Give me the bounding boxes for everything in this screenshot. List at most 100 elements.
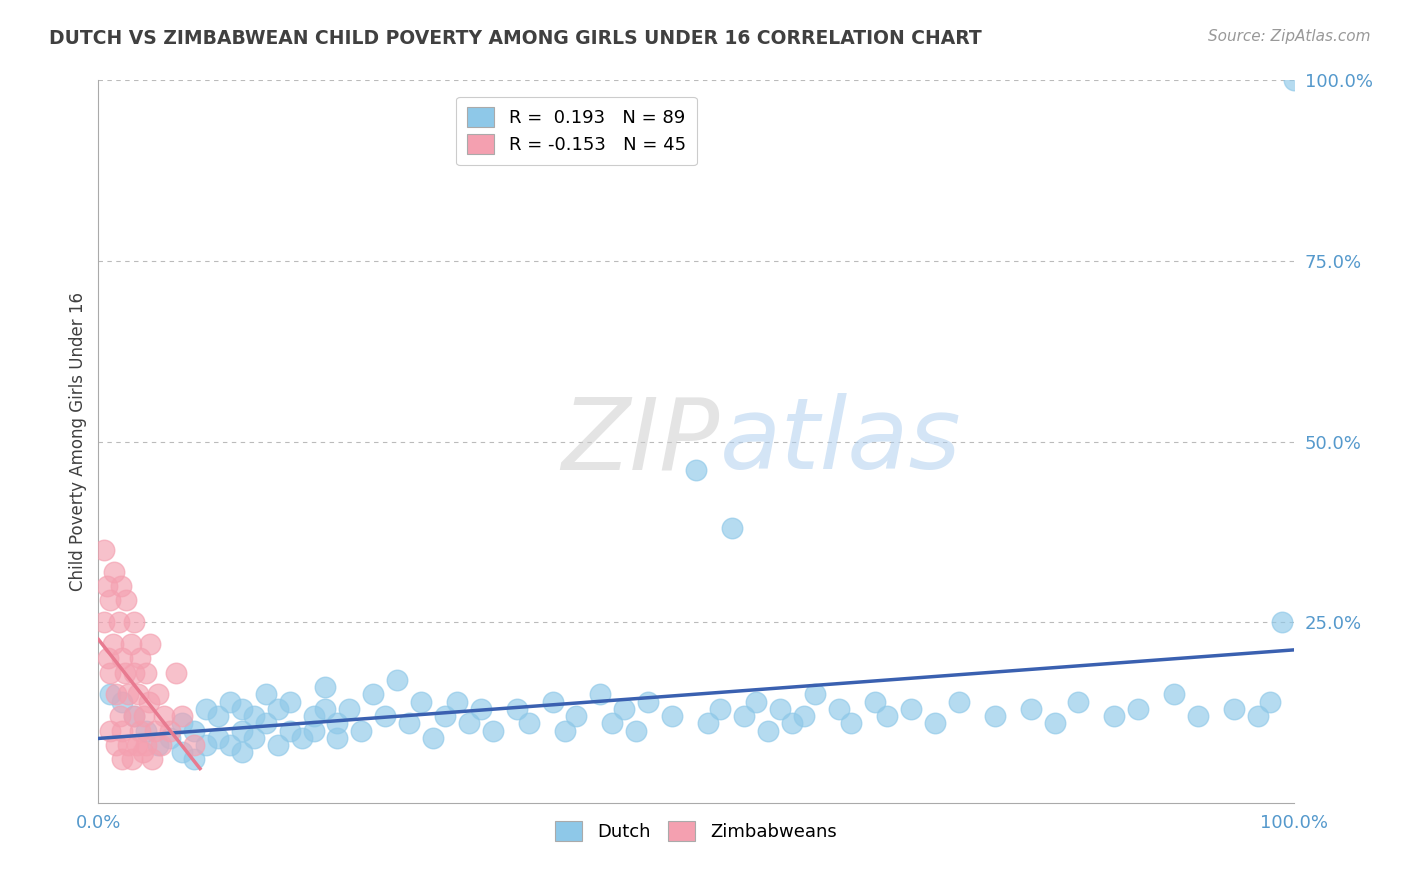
Point (697, 716, 720, 731)
Point (165, 665, 187, 680)
Point (195, 702, 218, 716)
Point (278, 695, 301, 709)
Point (302, 723, 325, 738)
Point (103, 565, 125, 579)
Point (315, 680, 337, 694)
Point (148, 738, 170, 752)
Point (984, 709, 1007, 723)
Point (138, 695, 160, 709)
Point (841, 716, 863, 731)
Point (948, 695, 970, 709)
Point (149, 738, 172, 752)
Point (1019, 702, 1042, 716)
Point (756, 723, 779, 738)
Point (374, 709, 396, 723)
Point (1067, 695, 1090, 709)
Point (129, 651, 152, 665)
Point (385, 673, 409, 687)
Point (98, 687, 122, 701)
Point (291, 731, 314, 745)
Point (350, 723, 373, 738)
Point (363, 687, 385, 701)
Point (517, 716, 540, 731)
Point (900, 702, 922, 716)
Point (139, 637, 162, 651)
Point (828, 702, 851, 716)
Point (326, 731, 349, 745)
Point (876, 709, 898, 723)
Point (458, 716, 481, 731)
Point (1043, 716, 1066, 731)
Point (124, 709, 146, 723)
Point (780, 716, 803, 731)
Point (481, 723, 505, 738)
Point (120, 637, 142, 651)
Point (661, 709, 683, 723)
Point (231, 723, 253, 738)
Point (183, 723, 205, 738)
Point (254, 687, 277, 701)
Point (804, 687, 827, 701)
Point (278, 723, 301, 738)
Point (141, 752, 163, 766)
Point (98, 723, 122, 738)
Point (1128, 702, 1150, 716)
Point (125, 738, 148, 752)
Point (411, 695, 433, 709)
Point (565, 709, 588, 723)
Point (231, 745, 253, 759)
Point (207, 709, 229, 723)
Point (398, 716, 420, 731)
Point (159, 731, 181, 745)
Point (117, 687, 139, 701)
Point (541, 695, 564, 709)
Point (129, 723, 152, 738)
Point (111, 752, 134, 766)
Point (446, 695, 468, 709)
Point (1271, 615, 1294, 630)
Point (124, 665, 146, 680)
Point (132, 709, 155, 723)
Point (107, 615, 129, 630)
Point (111, 651, 134, 665)
Point (97, 651, 120, 665)
Point (98, 593, 122, 607)
Point (254, 716, 277, 731)
Point (93, 542, 115, 557)
Point (96, 579, 118, 593)
Point (267, 738, 290, 752)
Point (93, 615, 115, 630)
Point (117, 738, 139, 752)
Point (111, 723, 134, 738)
Point (924, 716, 946, 731)
Point (114, 665, 136, 680)
Point (326, 716, 349, 731)
Point (135, 723, 157, 738)
Point (1187, 709, 1209, 723)
Point (98, 665, 122, 680)
Point (589, 687, 612, 701)
Point (172, 709, 194, 723)
Point (613, 702, 636, 716)
Point (124, 709, 146, 723)
Point (1258, 695, 1281, 709)
Point (183, 738, 205, 752)
Point (108, 709, 131, 723)
Point (195, 738, 218, 752)
Point (637, 695, 659, 709)
Text: atlas: atlas (720, 393, 962, 490)
Point (172, 745, 194, 759)
Point (115, 593, 138, 607)
Point (721, 521, 744, 535)
Point (1163, 687, 1185, 701)
Point (183, 752, 205, 766)
Point (172, 716, 194, 731)
Point (733, 709, 755, 723)
Point (315, 702, 337, 716)
Point (131, 745, 153, 759)
Point (554, 723, 576, 738)
Y-axis label: Child Poverty Among Girls Under 16: Child Poverty Among Girls Under 16 (69, 292, 87, 591)
Point (1282, 73, 1305, 87)
Point (124, 615, 146, 630)
Point (626, 723, 648, 738)
